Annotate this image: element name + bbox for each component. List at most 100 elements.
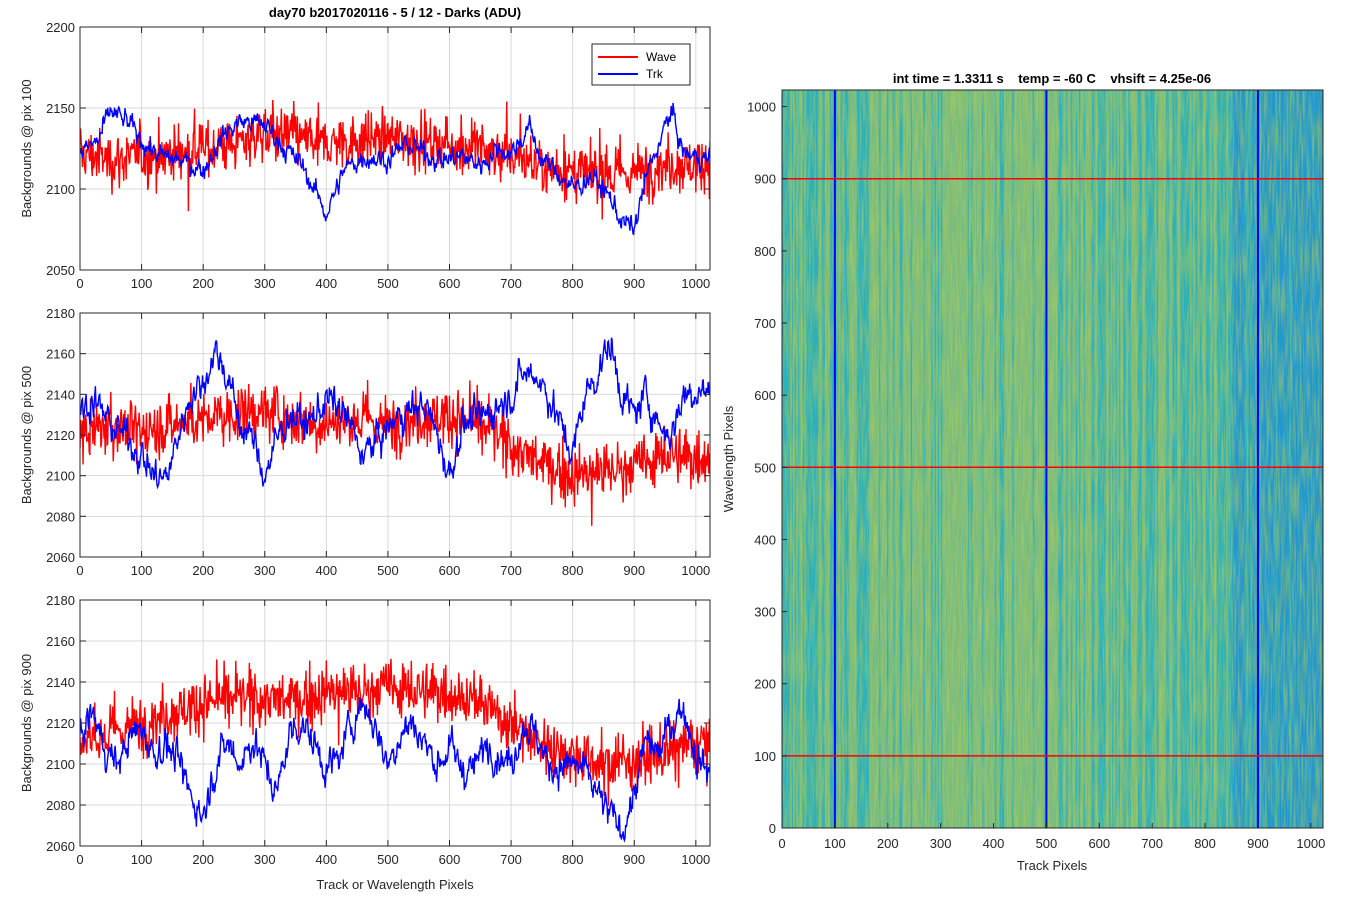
plot-panel-1: 0 100 200 300 400 500 600 700 800 900 1000 2050 2100… — [19, 20, 711, 291]
x-tick-label: 900 — [623, 563, 645, 578]
y-tick-label: 2140 — [46, 675, 75, 690]
image-noise-bright — [782, 90, 1323, 828]
legend-label-trk: Trk — [646, 67, 664, 81]
y-tick-label: 2060 — [46, 550, 75, 565]
image-x-tick-label: 500 — [1036, 836, 1058, 851]
x-tick-label: 200 — [192, 276, 214, 291]
series-group — [80, 337, 710, 526]
x-tick-label: 100 — [131, 852, 153, 867]
image-y-tick-label: 100 — [754, 749, 776, 764]
y-tick-label: 2180 — [46, 306, 75, 321]
legend: Wave Trk — [591, 43, 691, 86]
series-line-trk — [80, 697, 710, 843]
legend-label-wave: Wave — [646, 50, 677, 64]
x-tick-label: 600 — [439, 852, 461, 867]
x-tick-label: 0 — [76, 563, 83, 578]
image-y-tick-label: 500 — [754, 460, 776, 475]
y-tick-label: 2160 — [46, 347, 75, 362]
x-tick-label: 1000 — [681, 563, 710, 578]
x-tick-label: 800 — [562, 276, 584, 291]
y-tick-label: 2100 — [46, 757, 75, 772]
x-tick-label: 900 — [623, 852, 645, 867]
image-xlabel: Track Pixels — [1017, 858, 1088, 873]
x-tick-label: 100 — [131, 276, 153, 291]
x-tick-label: 700 — [500, 276, 522, 291]
x-tick-label: 800 — [562, 563, 584, 578]
y-tick-label: 2080 — [46, 509, 75, 524]
x-tick-label: 100 — [131, 563, 153, 578]
image-panel: int time = 1.3311 s temp = -60 C vhsift … — [721, 71, 1325, 873]
plot-panel-2: 0 100 200 300 400 500 600 700 800 900 1000 2060 2080… — [19, 306, 711, 578]
y-tick-label: 2100 — [46, 182, 75, 197]
y-axis-label: Backgrounds @ pix 900 — [19, 654, 34, 792]
y-tick-label: 2140 — [46, 387, 75, 402]
x-tick-label: 800 — [562, 852, 584, 867]
x-tick-label: 400 — [315, 276, 337, 291]
series-group — [80, 100, 710, 236]
image-ylabel: Wavelength Pixels — [721, 405, 736, 512]
image-x-tick-label: 100 — [824, 836, 846, 851]
y-tick-label: 2120 — [46, 428, 75, 443]
x-tick-label: 400 — [315, 852, 337, 867]
image-y-tick-label: 600 — [754, 388, 776, 403]
y-tick-label: 2160 — [46, 634, 75, 649]
axes-frame — [79, 26, 711, 271]
x-tick-label: 900 — [623, 276, 645, 291]
x-tick-label: 200 — [192, 852, 214, 867]
image-y-tick-label: 0 — [769, 821, 776, 836]
image-x-tick-label: 800 — [1194, 836, 1216, 851]
series-line-wave — [80, 658, 710, 806]
x-tick-label: 1000 — [681, 852, 710, 867]
x-tick-label: 700 — [500, 852, 522, 867]
x-axis-label: Track or Wavelength Pixels — [316, 877, 474, 892]
image-x-tick-label: 200 — [877, 836, 899, 851]
x-tick-label: 600 — [439, 276, 461, 291]
x-tick-label: 300 — [254, 852, 276, 867]
y-axis-label: Backgrounds @ pix 100 — [19, 79, 34, 217]
image-y-tick-label: 900 — [754, 172, 776, 187]
series-line-trk — [80, 102, 710, 236]
y-axis-label: Backgrounds @ pix 500 — [19, 366, 34, 504]
x-tick-label: 300 — [254, 563, 276, 578]
y-tick-label: 2060 — [46, 839, 75, 854]
image-x-tick-label: 1000 — [1296, 836, 1325, 851]
legend-box — [591, 43, 691, 86]
image-y-tick-label: 700 — [754, 316, 776, 331]
y-tick-label: 2200 — [46, 20, 75, 35]
image-x-tick-label: 400 — [983, 836, 1005, 851]
x-tick-label: 1000 — [681, 276, 710, 291]
x-tick-label: 500 — [377, 276, 399, 291]
plot-panel-3: 0 100 200 300 400 500 600 700 800 900 1000 2060 2080… — [19, 593, 711, 892]
figure-title: day70 b2017020116 - 5 / 12 - Darks (ADU) — [269, 5, 521, 20]
series-line-trk — [80, 337, 710, 490]
series-group — [80, 658, 710, 843]
x-tick-label: 600 — [439, 563, 461, 578]
image-y-tick-label: 1000 — [747, 100, 776, 115]
image-y-tick-label: 400 — [754, 532, 776, 547]
x-tick-label: 400 — [315, 563, 337, 578]
image-y-tick-label: 800 — [754, 244, 776, 259]
image-x-tick-label: 700 — [1141, 836, 1163, 851]
x-tick-label: 500 — [377, 563, 399, 578]
y-tick-label: 2120 — [46, 716, 75, 731]
image-axes-frame — [781, 89, 1324, 829]
image-title: int time = 1.3311 s temp = -60 C vhsift … — [893, 71, 1211, 86]
image-x-tick-label: 900 — [1247, 836, 1269, 851]
y-tick-label: 2180 — [46, 593, 75, 608]
x-tick-label: 500 — [377, 852, 399, 867]
x-tick-label: 0 — [76, 852, 83, 867]
x-tick-label: 200 — [192, 563, 214, 578]
y-tick-label: 2150 — [46, 101, 75, 116]
image-x-tick-label: 600 — [1088, 836, 1110, 851]
image-y-tick-label: 300 — [754, 605, 776, 620]
x-tick-label: 300 — [254, 276, 276, 291]
x-tick-label: 0 — [76, 276, 83, 291]
y-tick-label: 2050 — [46, 263, 75, 278]
y-tick-label: 2100 — [46, 469, 75, 484]
image-x-tick-label: 300 — [930, 836, 952, 851]
x-tick-label: 700 — [500, 563, 522, 578]
y-tick-label: 2080 — [46, 798, 75, 813]
image-x-tick-label: 0 — [778, 836, 785, 851]
image-y-tick-label: 200 — [754, 677, 776, 692]
